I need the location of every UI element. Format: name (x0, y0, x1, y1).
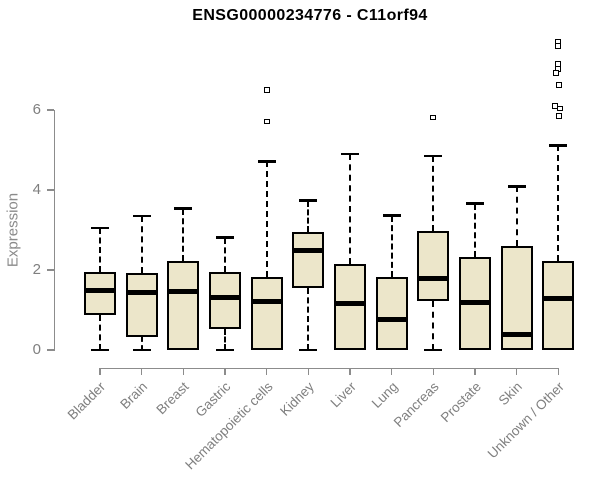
y-axis-line (53, 110, 55, 351)
x-tick-label: Breast (153, 379, 192, 418)
x-axis-tick (182, 367, 185, 375)
whisker-line (390, 215, 393, 277)
median-line (292, 248, 325, 254)
boxplot-box (417, 230, 450, 301)
boxplot-box (542, 260, 575, 350)
outlier-point (556, 113, 563, 119)
median-line (375, 316, 408, 322)
whisker-line (223, 328, 226, 350)
median-line (458, 299, 491, 305)
whisker-cap (91, 348, 109, 352)
whisker-line (473, 203, 476, 257)
outlier-point (430, 114, 437, 121)
whisker-cap (340, 152, 359, 156)
x-tick-label: Lung (368, 379, 401, 411)
median-line (125, 290, 158, 296)
whisker-cap (257, 159, 276, 163)
x-axis-tick (307, 367, 310, 375)
boxplot-box (333, 263, 366, 350)
whisker-cap (465, 202, 484, 205)
x-axis-tick (557, 367, 559, 375)
whisker-line (432, 156, 435, 231)
boxplot-box (375, 276, 408, 350)
whisker-line (307, 287, 310, 350)
whisker-line (348, 154, 351, 264)
x-axis-tick (349, 367, 351, 375)
x-axis-tick (224, 367, 226, 375)
boxplot-box (208, 272, 241, 329)
y-tick-label: 4 (32, 181, 41, 198)
median-line (417, 275, 450, 281)
whisker-cap (215, 236, 234, 239)
whisker-cap (424, 154, 443, 158)
whisker-line (265, 161, 268, 278)
boxplot-box (125, 273, 158, 337)
whisker-line (515, 186, 518, 246)
x-tick-label: Kidney (277, 379, 317, 419)
y-axis-tick (46, 189, 54, 191)
whisker-cap (507, 185, 526, 188)
y-axis-tick (46, 349, 54, 351)
whisker-line (99, 314, 101, 350)
outlier-point (556, 81, 563, 88)
whisker-line (182, 208, 185, 261)
whisker-cap (215, 348, 234, 352)
whisker-line (432, 300, 435, 350)
x-tick-label: Prostate (437, 379, 484, 426)
y-axis-tick (46, 269, 54, 271)
x-tick-label: Gastric (192, 379, 234, 420)
x-axis-tick (432, 367, 435, 375)
boxplot-box (167, 260, 200, 350)
median-line (250, 298, 283, 304)
x-axis-tick (474, 367, 476, 375)
whisker-cap (382, 214, 401, 217)
whisker-cap (299, 199, 318, 203)
x-tick-label: Unknown / Other (484, 379, 567, 462)
whisker-line (307, 200, 310, 232)
outlier-point (555, 43, 562, 49)
whisker-cap (91, 226, 109, 230)
x-axis-line (99, 367, 560, 369)
whisker-line (140, 216, 143, 274)
whisker-cap (549, 143, 568, 147)
x-tick-label: Liver (327, 379, 359, 411)
whisker-line (223, 237, 226, 273)
outlier-point (557, 105, 564, 112)
whisker-line (99, 228, 101, 272)
whisker-cap (299, 348, 318, 352)
x-tick-label: Bladder (65, 379, 109, 423)
whisker-line (557, 145, 560, 261)
x-axis-tick (99, 367, 101, 375)
median-line (84, 287, 116, 293)
x-axis-tick (265, 367, 268, 375)
median-line (167, 289, 200, 295)
chart-title: ENSG00000234776 - C11orf94 (192, 7, 428, 24)
median-line (333, 301, 366, 307)
y-axis-tick (46, 109, 54, 111)
whisker-cap (424, 348, 443, 352)
median-line (500, 331, 533, 337)
boxplot-box (84, 272, 116, 315)
median-line (208, 294, 241, 300)
outlier-point (553, 69, 560, 76)
y-tick-label: 2 (32, 261, 41, 278)
x-tick-label: Skin (496, 379, 526, 409)
x-tick-label: Brain (117, 379, 151, 412)
outlier-point (263, 118, 270, 125)
whisker-cap (132, 214, 151, 218)
whisker-line (140, 336, 143, 350)
boxplot-box (250, 277, 283, 350)
median-line (542, 296, 575, 302)
y-tick-label: 6 (32, 101, 41, 118)
y-tick-label: 0 (32, 341, 41, 358)
outlier-point (263, 87, 270, 93)
x-axis-tick (515, 367, 518, 375)
whisker-cap (132, 348, 151, 352)
x-axis-tick (140, 367, 143, 375)
boxplot-box (292, 231, 325, 288)
whisker-cap (174, 207, 193, 211)
x-axis-tick (390, 367, 393, 375)
